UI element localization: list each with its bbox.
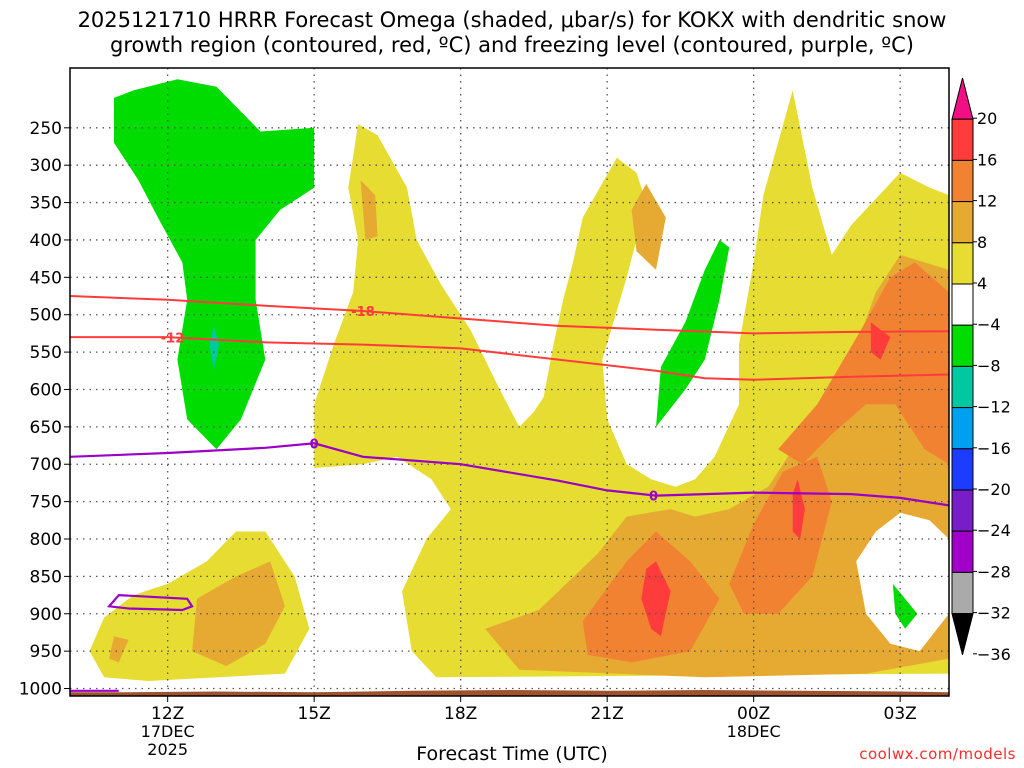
colorbar-bin: [951, 118, 974, 161]
y-tick-label: 800: [30, 530, 62, 550]
x-tick-label: 03Z: [884, 704, 917, 724]
colorbar-label: −24: [977, 521, 1011, 540]
colorbar-bin: [951, 365, 974, 409]
omega-region: [641, 561, 671, 637]
colorbar-bin: [951, 201, 974, 244]
omega-region: [778, 262, 949, 465]
omega-region: [485, 254, 949, 678]
y-tick-label: 250: [30, 119, 62, 139]
colorbar-bin: [951, 324, 974, 367]
plot-frame: [69, 67, 950, 697]
colorbar-label: −16: [977, 439, 1011, 458]
x-tick-sublabel: 2025: [147, 740, 188, 759]
x-tick-label: 00Z: [737, 704, 770, 724]
omega-region: [656, 240, 730, 427]
omega-region: [729, 456, 832, 614]
contour-label: -12: [161, 331, 185, 346]
colorbar-label: −12: [977, 398, 1011, 417]
chart-title-line2: growth region (contoured, red, ºC) and f…: [110, 33, 914, 57]
credit-link[interactable]: coolwx.com/models: [859, 745, 1016, 763]
chart-title-line1: 2025121710 HRRR Forecast Omega (shaded, …: [77, 8, 947, 32]
y-tick-label: 700: [30, 455, 62, 475]
omega-region: [192, 561, 285, 667]
y-tick-label: 400: [30, 231, 62, 251]
colorbar-label: 4: [977, 274, 987, 293]
colorbar-bin: [951, 242, 974, 285]
colorbar-arrow-top: [951, 77, 974, 120]
y-tick-label: 900: [30, 605, 62, 625]
contour-line: [70, 295, 949, 335]
colorbar-label: −20: [977, 480, 1011, 499]
colorbar-label: 16: [977, 150, 997, 169]
contour-line: [70, 336, 949, 381]
omega-region: [114, 79, 315, 450]
y-tick-label: 850: [30, 567, 62, 587]
omega-region: [892, 583, 918, 629]
colorbar-label: −8: [977, 356, 1001, 375]
contour-label: 0: [310, 437, 319, 452]
colorbar-label: 20: [977, 109, 997, 128]
y-tick-label: 450: [30, 268, 62, 288]
x-tick-label: 12Z: [151, 704, 184, 724]
omega-region: [856, 512, 949, 652]
y-tick-label: 650: [30, 418, 62, 438]
contour-line: [70, 442, 949, 507]
y-tick-label: 750: [30, 493, 62, 513]
omega-region: [360, 180, 378, 240]
colorbar-bin: [951, 530, 974, 573]
terrain: [70, 690, 949, 696]
y-tick-label: 600: [30, 380, 62, 400]
omega-region: [209, 325, 219, 371]
colorbar-label: −28: [977, 562, 1011, 581]
y-tick-label: 500: [30, 306, 62, 326]
colorbar-arrow-bottom: [951, 613, 974, 655]
colorbar-bin: [951, 571, 974, 615]
contour-line: [106, 593, 194, 612]
omega-region: [109, 636, 129, 663]
omega-region: [631, 183, 666, 270]
x-tick-label: 18Z: [444, 704, 477, 724]
colorbar-bin: [951, 489, 974, 532]
contour-label: 0: [649, 489, 658, 504]
colorbar-label: −36: [977, 645, 1011, 664]
colorbar-label: −4: [977, 315, 1001, 334]
colorbar-bin: [951, 448, 974, 491]
x-axis-label: Forecast Time (UTC): [416, 743, 608, 765]
y-tick-label: 950: [30, 642, 62, 662]
y-tick-label: 350: [30, 194, 62, 214]
x-tick-label: 15Z: [298, 704, 331, 724]
y-tick-label: 1000: [19, 680, 62, 700]
colorbar-bin: [951, 159, 974, 203]
colorbar-bin: [951, 283, 974, 326]
colorbar-label: 12: [977, 192, 997, 211]
colorbar-bin: [951, 407, 974, 450]
colorbar-label: −32: [977, 604, 1011, 623]
y-tick-label: 550: [30, 343, 62, 363]
x-tick-label: 21Z: [591, 704, 624, 724]
colorbar-label: 8: [977, 233, 987, 252]
contour-label: -18: [351, 305, 375, 320]
x-tick-sublabel: 18DEC: [727, 722, 781, 741]
x-tick-sublabel: 17DEC: [141, 722, 195, 741]
y-tick-label: 300: [30, 156, 62, 176]
